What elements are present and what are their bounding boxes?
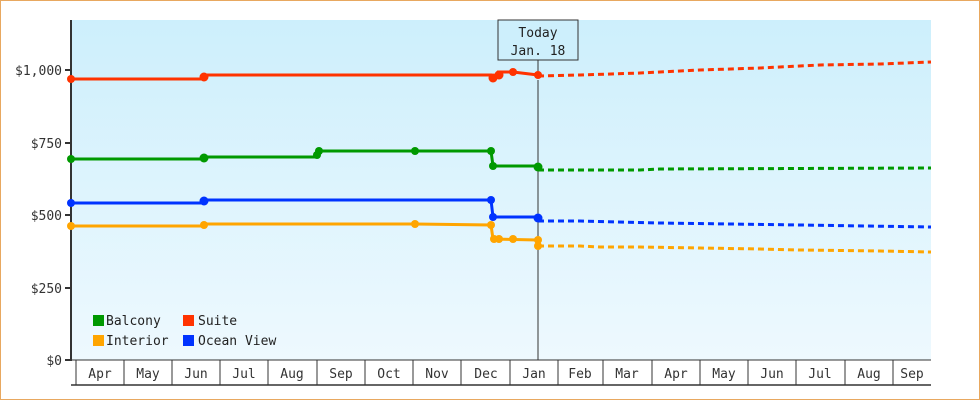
x-tick-label: Jun bbox=[760, 367, 783, 382]
x-tick-label: Mar bbox=[615, 367, 639, 382]
x-tick-label: Sep bbox=[329, 367, 353, 382]
x-tick-label: Sep bbox=[900, 367, 924, 382]
x-tick-label: Jul bbox=[232, 367, 255, 382]
legend-item-interior[interactable]: Interior bbox=[93, 334, 169, 349]
legend-item-balcony[interactable]: Balcony bbox=[93, 314, 161, 329]
legend-label: Balcony bbox=[106, 314, 161, 329]
y-tick-label: $500 bbox=[31, 209, 62, 224]
x-tick-label: Aug bbox=[857, 367, 880, 382]
x-tick-label: Feb bbox=[568, 367, 592, 382]
legend-label: Ocean View bbox=[198, 334, 276, 349]
today-date: Jan. 18 bbox=[511, 44, 566, 59]
series-ocean-view bbox=[67, 196, 932, 229]
y-tick-label: $1,000 bbox=[15, 64, 62, 79]
x-axis: Apr May Jun Jul Aug Sep Oct Nov Dec Jan … bbox=[71, 359, 931, 386]
x-tick-label: Aug bbox=[280, 367, 303, 382]
legend-item-ocean-view[interactable]: Ocean View bbox=[183, 334, 276, 349]
legend-label: Suite bbox=[198, 314, 237, 329]
legend-item-suite[interactable]: Suite bbox=[183, 314, 237, 329]
y-ticks: $1,000 $750 $500 $250 $0 bbox=[15, 64, 71, 369]
y-tick-label: $250 bbox=[31, 282, 62, 297]
x-tick-label: May bbox=[712, 367, 736, 382]
x-tick-label: Nov bbox=[425, 367, 449, 382]
series-suite bbox=[67, 60, 932, 83]
y-tick-label: $750 bbox=[31, 137, 62, 152]
x-tick-label: Jan bbox=[522, 367, 545, 382]
x-tick-label: Apr bbox=[88, 367, 112, 382]
x-tick-label: Oct bbox=[377, 367, 400, 382]
y-tick-label: $0 bbox=[46, 354, 62, 369]
legend: Balcony Suite Interior Ocean View bbox=[93, 314, 276, 349]
series-interior bbox=[67, 220, 932, 254]
x-tick-label: May bbox=[136, 367, 160, 382]
today-text: Today bbox=[518, 26, 557, 41]
x-tick-label: Jul bbox=[808, 367, 831, 382]
x-tick-label: Dec bbox=[474, 367, 497, 382]
legend-label: Interior bbox=[106, 334, 169, 349]
today-label: Today Jan. 18 bbox=[497, 19, 579, 75]
x-tick-label: Jun bbox=[184, 367, 207, 382]
series-balcony bbox=[67, 147, 932, 172]
x-tick-label: Apr bbox=[664, 367, 688, 382]
